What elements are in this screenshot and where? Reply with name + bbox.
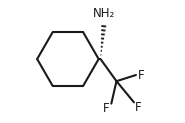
Text: F: F bbox=[138, 69, 144, 82]
Text: NH₂: NH₂ bbox=[93, 7, 115, 20]
Text: F: F bbox=[135, 100, 142, 114]
Text: F: F bbox=[103, 102, 110, 115]
